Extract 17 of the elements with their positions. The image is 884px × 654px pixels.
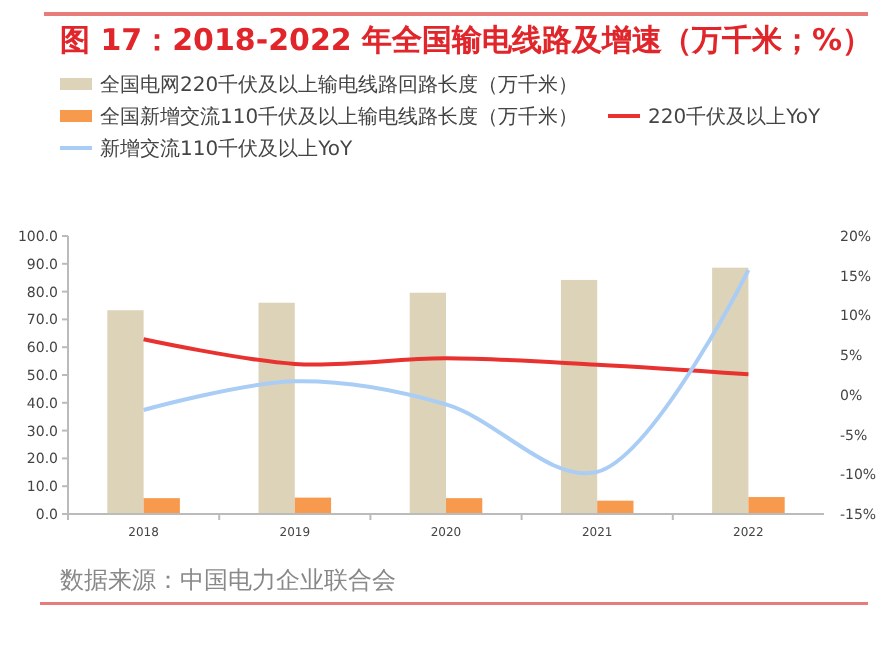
bar — [712, 267, 749, 514]
legend-label: 全国新增交流110千伏及以上输电线路长度（万千米） — [100, 105, 579, 129]
bar — [446, 498, 483, 514]
bar — [294, 497, 332, 514]
bar — [143, 498, 180, 514]
bar — [560, 279, 598, 514]
legend-label: 220千伏及以上YoY — [648, 105, 822, 129]
source-note: 数据来源：中国电力企业联合会 — [60, 566, 396, 594]
legend-label: 新增交流110千伏及以上YoY — [100, 137, 354, 161]
line-series — [141, 337, 751, 377]
bar — [258, 302, 295, 514]
chart-title: 图 17：2018-2022 年全国输电线路及增速（万千米；%） — [60, 22, 873, 58]
bar — [748, 497, 785, 514]
bar — [409, 292, 446, 514]
legend-label: 全国电网220千伏及以上输电线路回路长度（万千米） — [100, 73, 579, 97]
line-series — [141, 268, 751, 476]
bar — [107, 310, 144, 514]
